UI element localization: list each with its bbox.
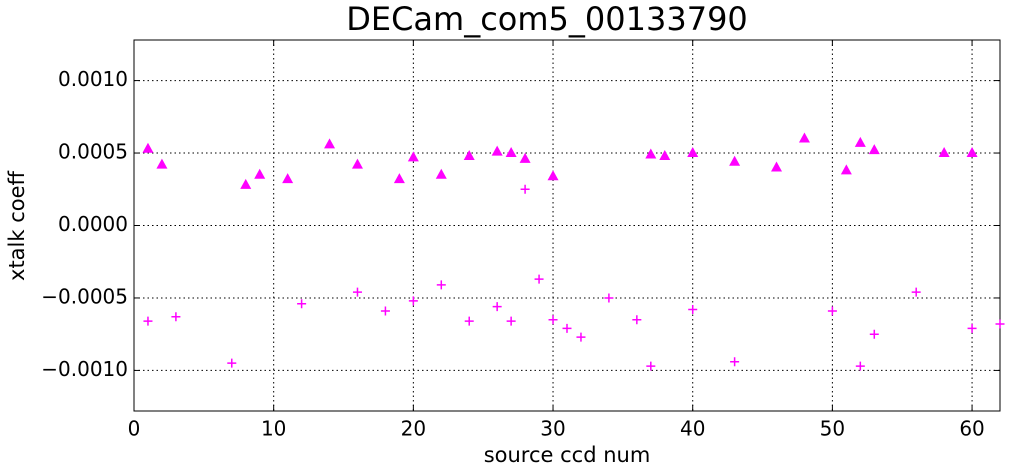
plus-point <box>688 305 698 315</box>
y-tick-label: 0.0010 <box>58 67 128 91</box>
y-tick-label: −0.0005 <box>41 284 128 308</box>
triangle-point <box>938 147 950 158</box>
plus-point <box>911 287 921 297</box>
plus-point <box>562 323 572 333</box>
triangle-point <box>156 158 168 169</box>
x-tick-label: 10 <box>261 417 286 441</box>
plus-point <box>730 357 740 367</box>
triangle-point <box>771 161 783 172</box>
plus-point <box>520 184 530 194</box>
triangle-point <box>966 147 978 158</box>
plus-point <box>506 316 516 326</box>
triangle-point <box>142 142 154 153</box>
triangle-point <box>393 173 405 184</box>
y-tick-label: 0.0005 <box>58 140 128 164</box>
triangle-point <box>463 149 475 160</box>
plus-point <box>995 319 1005 329</box>
triangle-point <box>519 152 531 163</box>
plus-point <box>967 323 977 333</box>
plus-point <box>380 306 390 316</box>
x-tick-label: 20 <box>401 417 426 441</box>
plus-point <box>646 361 656 371</box>
triangle-point <box>491 145 503 156</box>
triangle-point <box>868 144 880 155</box>
plus-point <box>855 361 865 371</box>
chart-title: DECam_com5_00133790 <box>346 0 748 38</box>
x-tick-label: 0 <box>128 417 141 441</box>
plot-frame <box>133 39 1001 412</box>
triangle-point <box>324 138 336 149</box>
x-tick-label: 30 <box>540 417 565 441</box>
x-axis-label: source ccd num <box>484 443 651 467</box>
plus-point <box>297 299 307 309</box>
triangle-point <box>854 136 866 147</box>
triangle-point <box>687 147 699 158</box>
plus-point <box>576 332 586 342</box>
plus-point <box>534 274 544 284</box>
triangle-point <box>840 164 852 175</box>
plus-point <box>632 315 642 325</box>
plus-point <box>171 312 181 322</box>
x-tick-label: 60 <box>959 417 984 441</box>
plus-point <box>436 280 446 290</box>
plus-point <box>352 287 362 297</box>
triangle-point <box>505 147 517 158</box>
plus-point <box>548 315 558 325</box>
triangle-point <box>240 178 252 189</box>
triangle-point <box>254 168 266 179</box>
triangle-point <box>547 170 559 181</box>
plus-point <box>227 358 237 368</box>
plus-point <box>464 316 474 326</box>
x-tick-label: 50 <box>820 417 845 441</box>
triangle-point <box>407 151 419 162</box>
triangle-point <box>798 132 810 143</box>
triangle-point <box>645 148 657 159</box>
y-axis-label: xtalk coeff <box>5 170 29 281</box>
triangle-point <box>435 168 447 179</box>
plus-point <box>604 293 614 303</box>
y-tick-label: 0.0000 <box>58 212 128 236</box>
plus-point <box>408 296 418 306</box>
plus-point <box>827 306 837 316</box>
x-tick-label: 40 <box>680 417 705 441</box>
triangle-point <box>659 149 671 160</box>
triangle-point <box>729 155 741 166</box>
plus-point <box>143 316 153 326</box>
triangle-point <box>282 173 294 184</box>
plus-point <box>492 302 502 312</box>
triangle-point <box>351 158 363 169</box>
y-tick-label: −0.0010 <box>41 357 128 381</box>
plus-point <box>869 329 879 339</box>
